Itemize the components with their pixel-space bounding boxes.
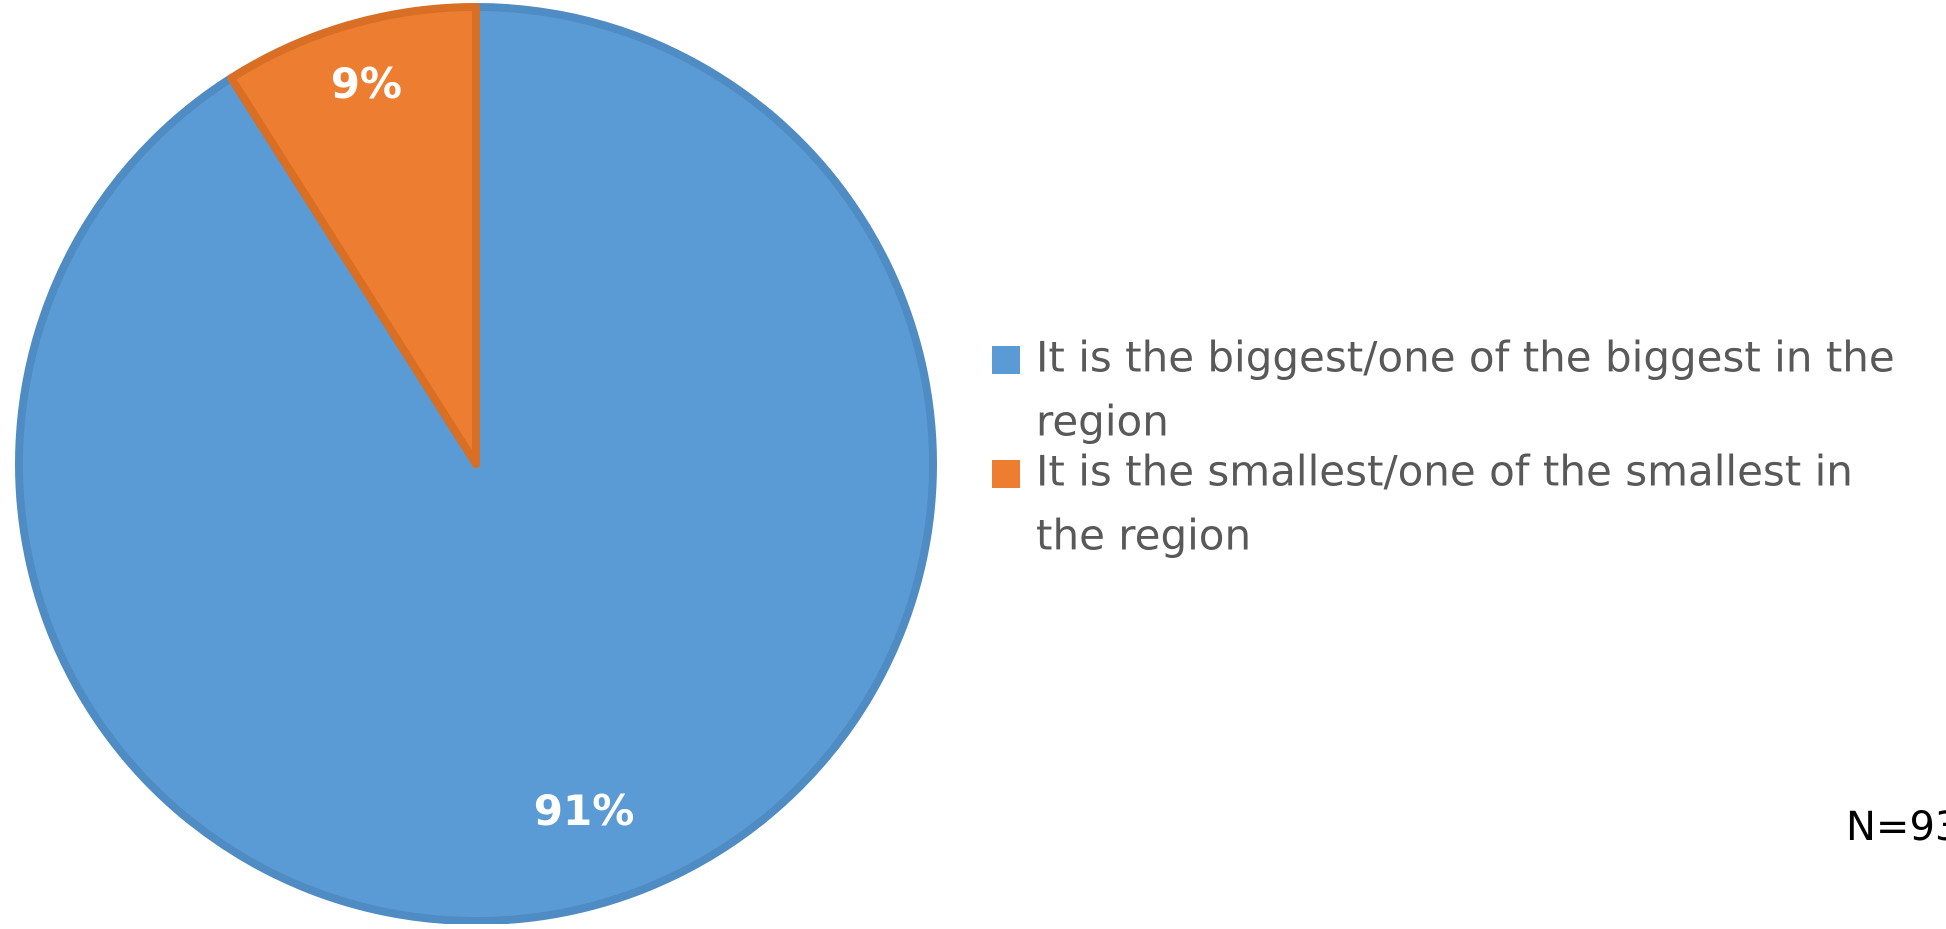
pie-slices: [15, 3, 937, 925]
legend-swatch-1: [992, 460, 1020, 488]
legend-swatch-0: [992, 346, 1020, 374]
legend-entry-0: It is the biggest/one of the biggest in …: [992, 333, 1895, 446]
legend-entry-1: It is the smallest/one of the smallest i…: [992, 447, 1853, 560]
legend-label-0-line-0: It is the biggest/one of the biggest in …: [1036, 333, 1895, 382]
legend-label-1-line-0: It is the smallest/one of the smallest i…: [1036, 447, 1853, 496]
data-label-1: 9%: [331, 59, 402, 108]
legend-label-0-line-1: region: [1036, 397, 1169, 446]
data-label-0: 91%: [534, 786, 635, 835]
legend: It is the biggest/one of the biggest in …: [992, 333, 1895, 560]
sample-size-note: N=93: [1846, 804, 1946, 850]
pie-data-labels: 91% 9%: [331, 59, 635, 835]
pie-slice-1: [227, 3, 480, 468]
legend-label-1-line-1: the region: [1036, 511, 1251, 560]
